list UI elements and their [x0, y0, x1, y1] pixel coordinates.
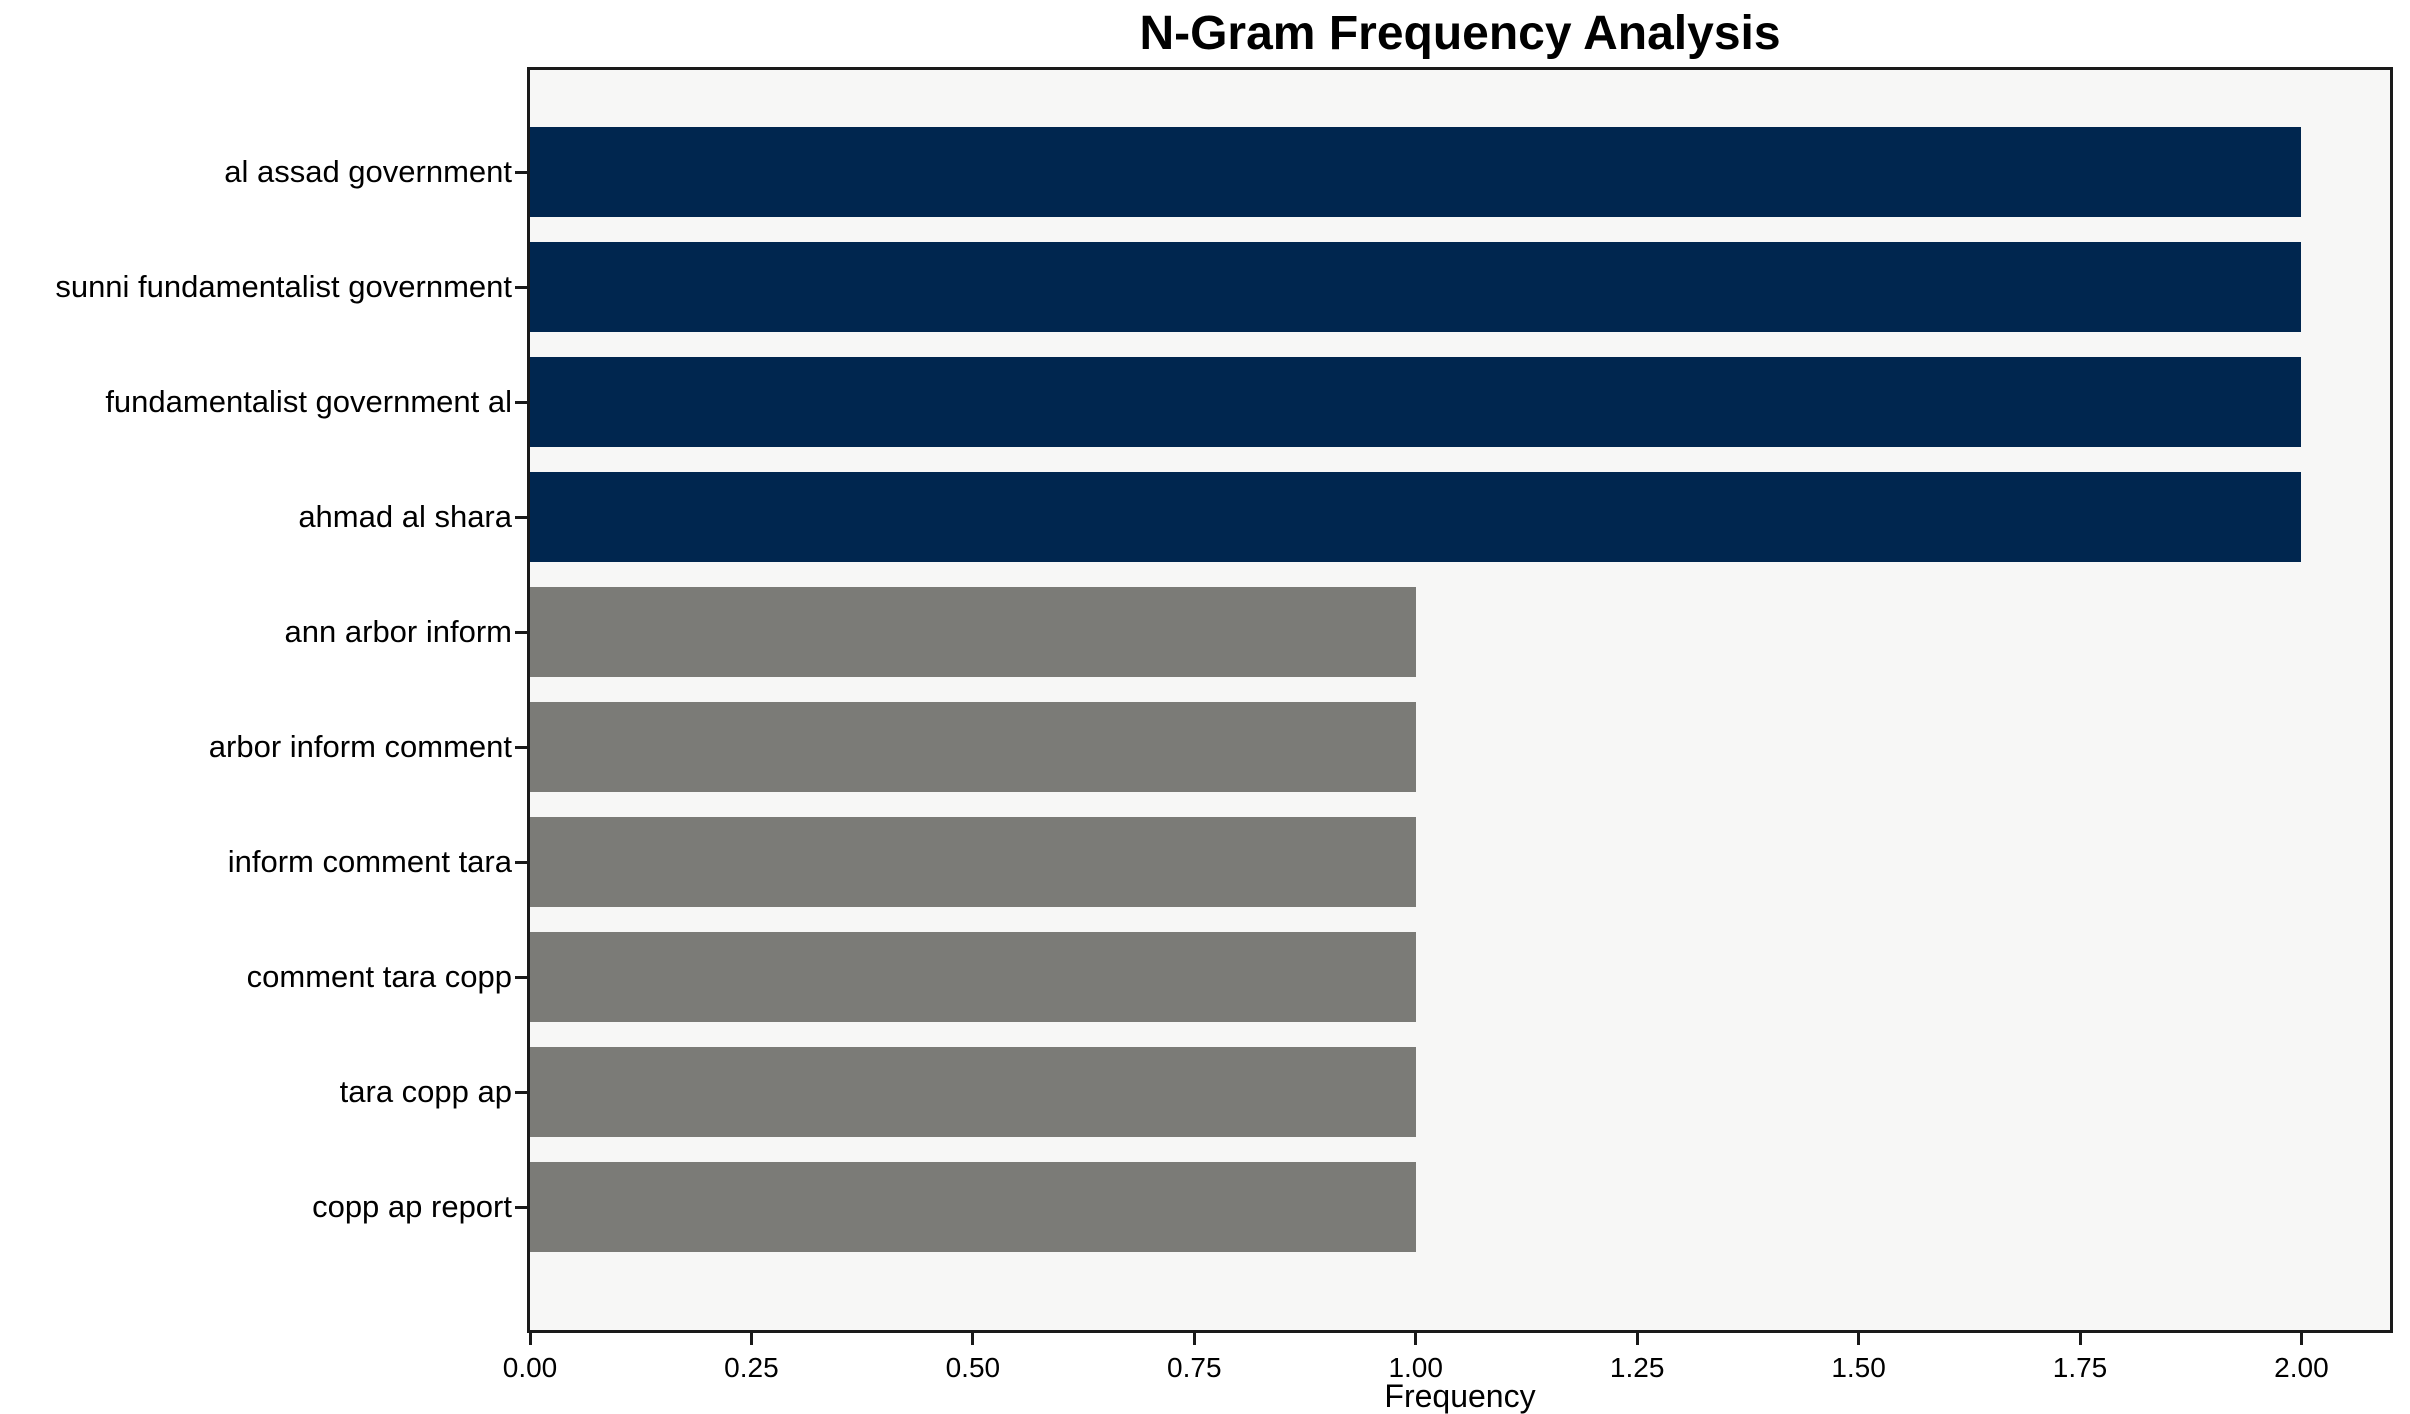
y-tick-label: sunni fundamentalist government	[55, 269, 512, 304]
x-tick-label: 2.00	[2274, 1352, 2329, 1383]
y-tick-mark	[515, 745, 527, 749]
x-tick-mark	[1857, 1333, 1861, 1345]
y-tick-label: al assad government	[224, 154, 512, 189]
x-tick-mark	[528, 1333, 532, 1345]
bar-fundamentalist-government-al	[530, 357, 2302, 447]
y-tick-mark	[515, 1090, 527, 1094]
y-tick-mark	[515, 1205, 527, 1209]
y-tick-label: tara copp ap	[339, 1074, 512, 1109]
x-tick-mark	[2078, 1333, 2082, 1345]
x-tick-label: 0.00	[502, 1352, 558, 1383]
y-tick-label: copp ap report	[312, 1189, 512, 1224]
plot-area	[527, 67, 2393, 1333]
y-tick-label: arbor inform comment	[208, 729, 512, 764]
x-tick-label: 0.75	[1167, 1352, 1222, 1383]
bar-ahmad-al-shara	[530, 472, 2302, 562]
bar-al-assad-government	[530, 127, 2302, 217]
x-tick-mark	[1414, 1333, 1418, 1345]
y-tick-label: ahmad al shara	[298, 499, 512, 534]
x-tick-mark	[971, 1333, 975, 1345]
x-tick-mark	[749, 1333, 753, 1345]
bar-ann-arbor-inform	[530, 587, 1416, 677]
y-tick-mark	[515, 630, 527, 634]
x-tick-label: 1.25	[1609, 1352, 1665, 1383]
x-tick-mark	[1635, 1333, 1639, 1345]
y-tick-mark	[515, 975, 527, 979]
y-tick-label: comment tara copp	[246, 959, 512, 994]
bar-tara-copp-ap	[530, 1047, 1416, 1137]
bar-comment-tara-copp	[530, 932, 1416, 1022]
y-tick-mark	[515, 860, 527, 864]
y-tick-label: fundamentalist government al	[105, 384, 512, 419]
y-tick-mark	[515, 285, 527, 289]
x-axis-title: Frequency	[1384, 1378, 1536, 1414]
x-tick-label: 0.50	[945, 1352, 1001, 1383]
bar-arbor-inform-comment	[530, 702, 1416, 792]
bar-copp-ap-report	[530, 1162, 1416, 1252]
x-tick-mark	[2299, 1333, 2303, 1345]
y-tick-label: ann arbor inform	[284, 614, 512, 649]
bar-sunni-fundamentalist-government	[530, 242, 2302, 332]
bar-inform-comment-tara	[530, 817, 1416, 907]
x-tick-label: 0.25	[724, 1352, 779, 1383]
x-tick-mark	[1192, 1333, 1196, 1345]
x-tick-label: 1.50	[1831, 1352, 1886, 1383]
y-tick-label: inform comment tara	[227, 844, 512, 879]
x-tick-label: 1.00	[1388, 1352, 1443, 1383]
x-tick-label: 1.75	[2052, 1352, 2108, 1383]
chart-title: N-Gram Frequency Analysis	[1139, 7, 1781, 60]
y-tick-mark	[515, 170, 527, 174]
y-tick-mark	[515, 515, 527, 519]
y-tick-mark	[515, 400, 527, 404]
